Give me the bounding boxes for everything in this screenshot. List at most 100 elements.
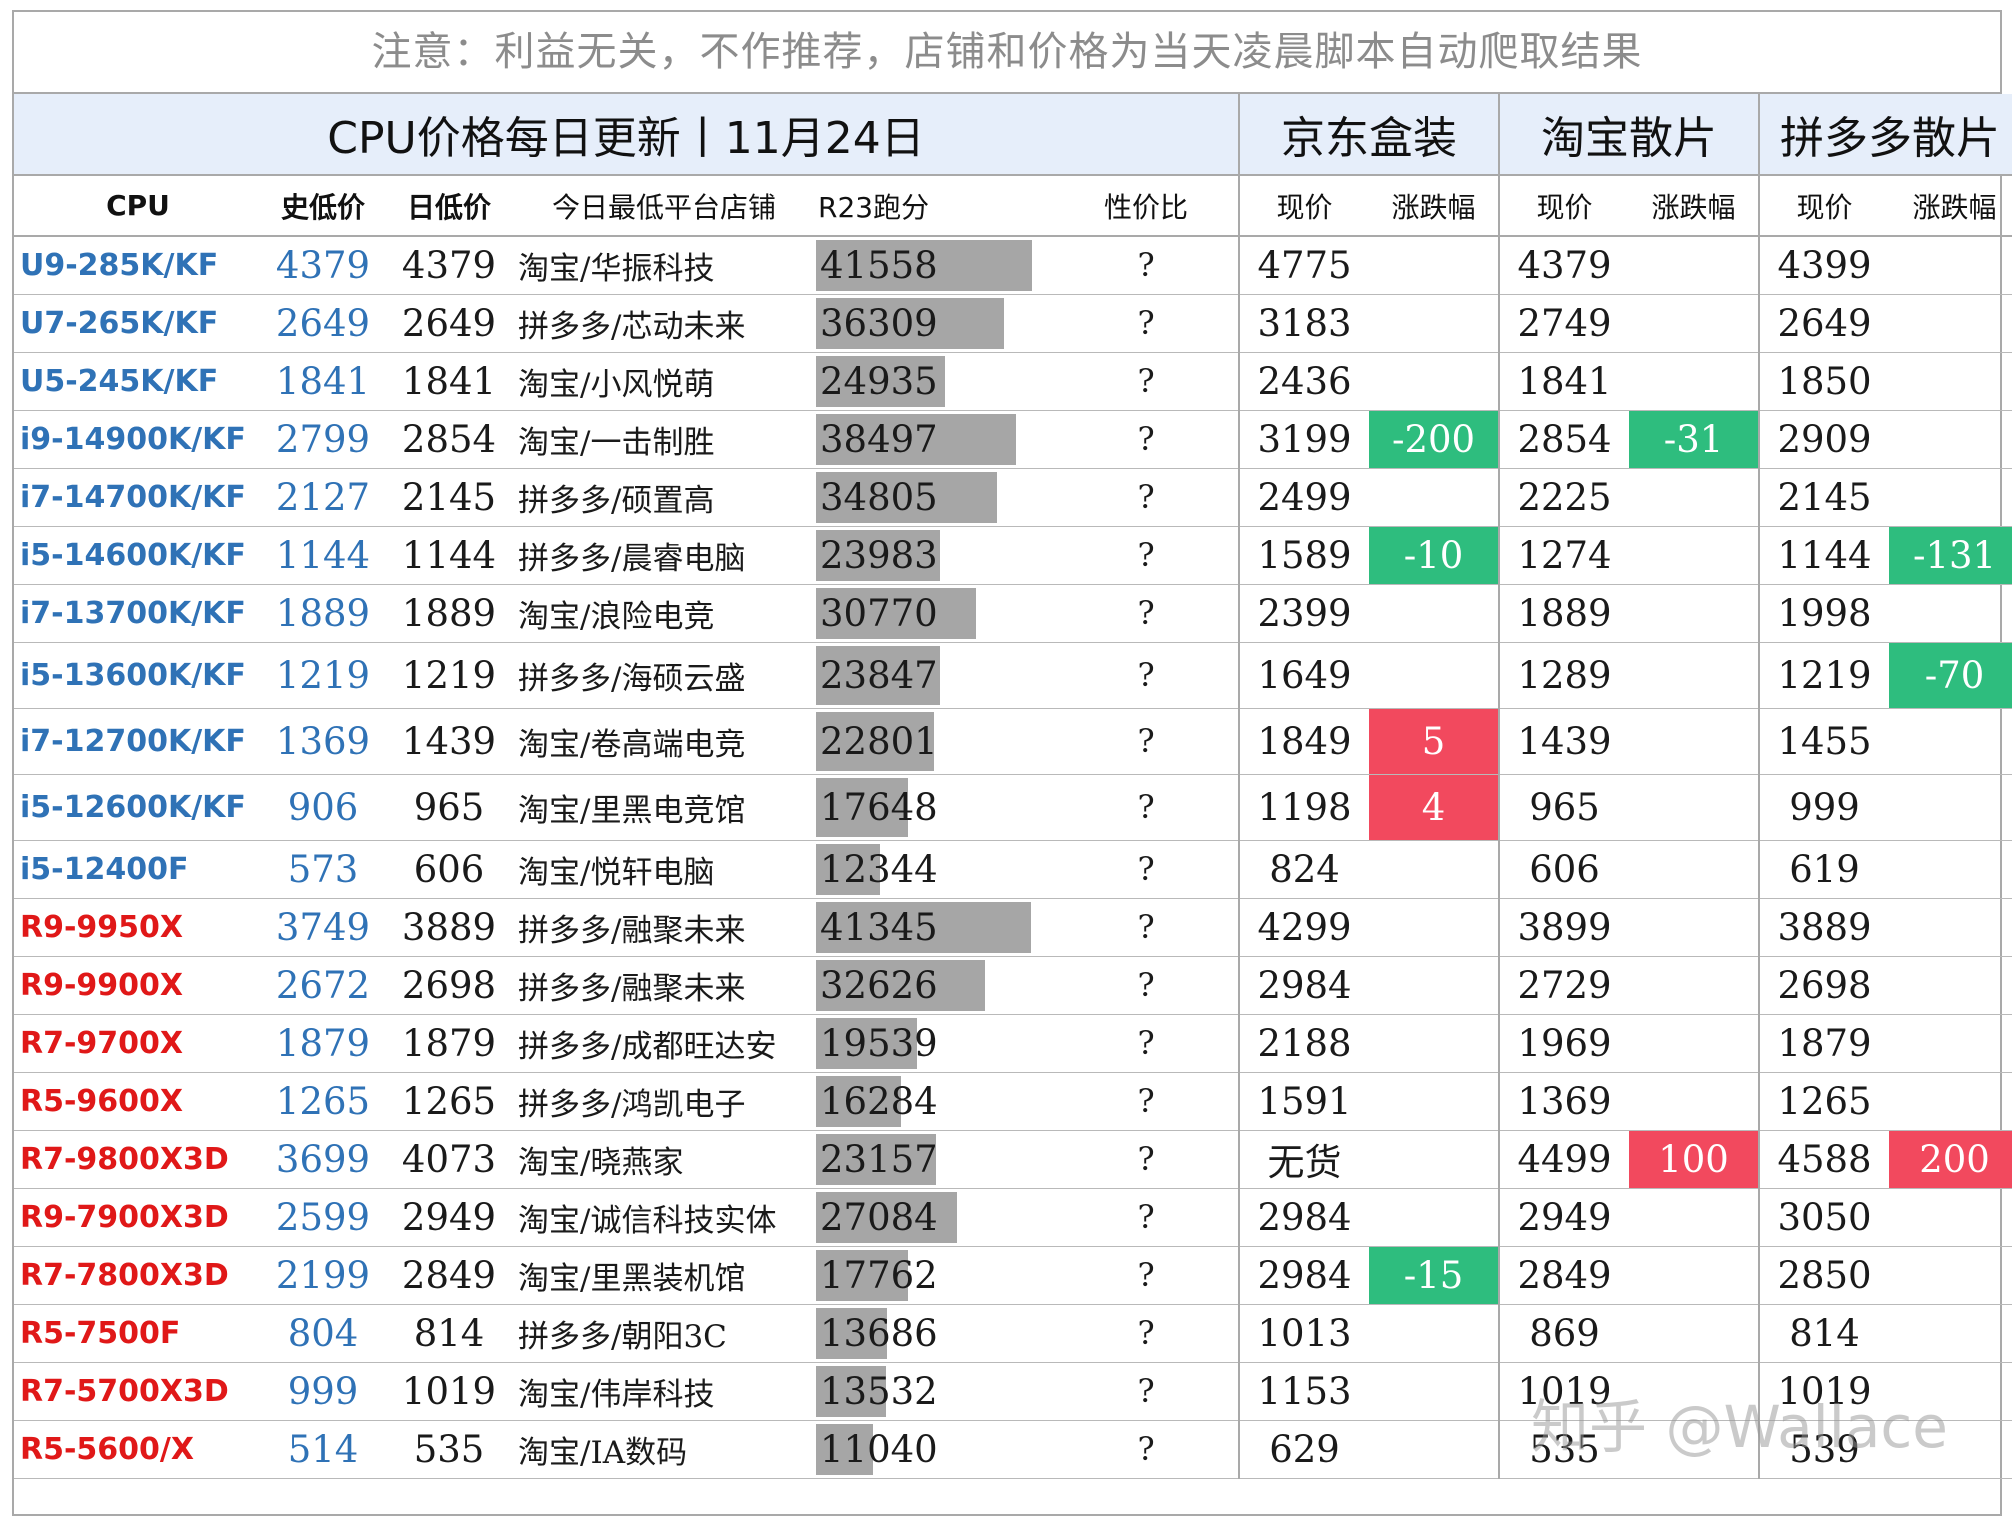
jd-price: 4775 [1238,236,1370,295]
r23-score-cell: 34805 [814,468,1054,527]
pinduoduo-price: 2649 [1758,294,1890,353]
jd-change [1369,352,1500,411]
r23-score-cell: 17762 [814,1246,1054,1305]
jd-price: 3199 [1238,410,1370,469]
taobao-price: 2854 [1498,410,1630,469]
r23-score-bar [816,843,880,895]
jd-price: 2499 [1238,468,1370,527]
pinduoduo-change [1889,294,2012,353]
taobao-price: 4379 [1498,236,1630,295]
r23-score: 11040 [820,1427,938,1471]
taobao-price: 2749 [1498,294,1630,353]
value-ratio: ? [1054,1014,1240,1073]
r23-score: 13532 [820,1369,938,1413]
daily-low-price: 2854 [384,410,514,469]
taobao-change [1629,1188,1760,1247]
lowest-store: 拼多多/芯动未来 [514,294,814,353]
col-header-store: 今日最低平台店铺 [514,175,814,237]
pinduoduo-price: 999 [1758,774,1890,841]
historical-low-price: 2649 [262,294,384,353]
taobao-change [1629,1362,1760,1421]
platform-pinduoduo: 拼多多散片 [1758,94,2012,176]
cpu-name: R7-5700X3D [14,1362,262,1421]
cpu-price-table: CPU价格每日更新丨11月24日 京东盒装 淘宝散片 拼多多散片 CPU 史低价… [14,94,2012,1479]
r23-score-bar [816,297,1004,349]
jd-price: 1153 [1238,1362,1370,1421]
pinduoduo-change [1889,956,2012,1015]
cpu-name: i5-14600K/KF [14,526,262,585]
cpu-name: R7-7800X3D [14,1246,262,1305]
historical-low-price: 1144 [262,526,384,585]
pinduoduo-price: 2850 [1758,1246,1890,1305]
r23-score-bar [816,1191,957,1243]
taobao-price: 965 [1498,774,1630,841]
value-ratio: ? [1054,1072,1240,1131]
r23-score-bar [816,240,1032,291]
col-header-tb-price: 现价 [1498,175,1630,237]
taobao-price: 1289 [1498,642,1630,709]
r23-score-bar [816,587,976,639]
daily-low-price: 4379 [384,236,514,295]
value-ratio: ? [1054,774,1240,841]
taobao-change [1629,840,1760,899]
daily-low-price: 2949 [384,1188,514,1247]
jd-change [1369,1188,1500,1247]
price-sheet: 注意：利益无关，不作推荐，店铺和价格为当天凌晨脚本自动爬取结果 CPU价格每日更… [12,10,2012,1516]
table-row: i7-14700K/KF 2127 2145 拼多多/硕置高 34805? 2499 222… [14,468,2012,527]
lowest-store: 淘宝/浪险电竞 [514,584,814,643]
pinduoduo-change [1889,898,2012,957]
pinduoduo-price: 1019 [1758,1362,1890,1421]
pinduoduo-change [1889,774,2012,841]
r23-score-cell: 41345 [814,898,1054,957]
r23-score-bar [816,471,997,523]
pinduoduo-price: 814 [1758,1304,1890,1363]
r23-score-bar [816,413,1016,465]
cpu-name: R9-9900X [14,956,262,1015]
pinduoduo-price: 1265 [1758,1072,1890,1131]
jd-price: 3183 [1238,294,1370,353]
daily-low-price: 814 [384,1304,514,1363]
taobao-change: -31 [1629,410,1760,469]
taobao-change [1629,1304,1760,1363]
r23-score-bar [816,777,908,837]
taobao-change [1629,584,1760,643]
taobao-change [1629,236,1760,295]
r23-score-cell: 24935 [814,352,1054,411]
r23-score-cell: 22801 [814,708,1054,775]
daily-low-price: 535 [384,1420,514,1479]
historical-low-price: 804 [262,1304,384,1363]
pinduoduo-price: 4588 [1758,1130,1890,1189]
pinduoduo-change [1889,1420,2012,1479]
taobao-change [1629,1420,1760,1479]
jd-price: 2984 [1238,1246,1370,1305]
pinduoduo-change [1889,468,2012,527]
table-row: R9-9950X 3749 3889 拼多多/融聚未来 41345? 4299 3899 38… [14,898,2012,957]
col-header-cpu: CPU [14,175,262,237]
r23-score-bar [816,529,940,581]
pinduoduo-change [1889,1072,2012,1131]
jd-change: -200 [1369,410,1500,469]
cpu-name: i9-14900K/KF [14,410,262,469]
col-header-hist-low: 史低价 [262,175,384,237]
header-row: CPU价格每日更新丨11月24日 京东盒装 淘宝散片 拼多多散片 [14,94,2012,176]
jd-price: 2436 [1238,352,1370,411]
table-row: U5-245K/KF 1841 1841 淘宝/小风悦萌 24935? 2436 1841 1… [14,352,2012,411]
r23-score: 36309 [820,301,938,345]
cpu-name: U7-265K/KF [14,294,262,353]
taobao-change: 100 [1629,1130,1760,1189]
daily-low-price: 1879 [384,1014,514,1073]
table-row: i7-13700K/KF 1889 1889 淘宝/浪险电竞 30770? 2399 188… [14,584,2012,643]
value-ratio: ? [1054,1420,1240,1479]
r23-score: 23983 [820,533,938,577]
cpu-name: i5-12400F [14,840,262,899]
historical-low-price: 2199 [262,1246,384,1305]
cpu-name: R5-7500F [14,1304,262,1363]
r23-score-cell: 30770 [814,584,1054,643]
r23-score: 19539 [820,1021,938,1065]
pinduoduo-price: 619 [1758,840,1890,899]
taobao-change [1629,294,1760,353]
taobao-price: 1841 [1498,352,1630,411]
taobao-change [1629,774,1760,841]
jd-change: 4 [1369,774,1500,841]
jd-price: 1198 [1238,774,1370,841]
